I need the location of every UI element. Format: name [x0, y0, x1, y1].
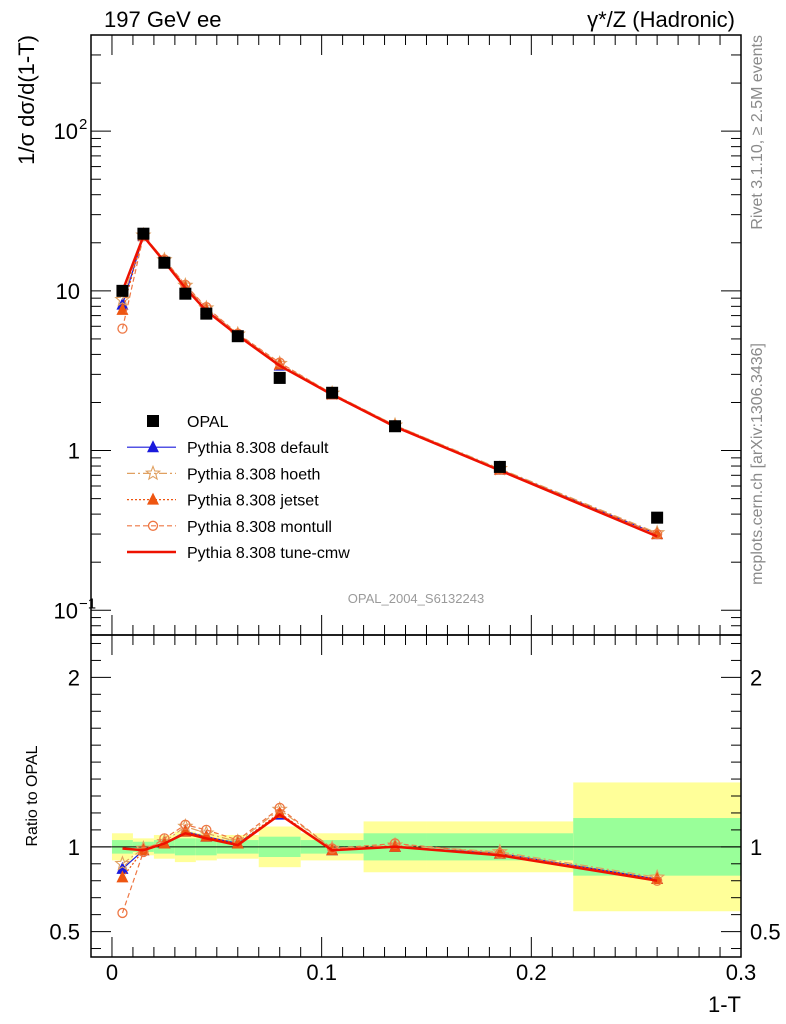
ratio-point	[201, 824, 212, 836]
legend-entry: Pythia 8.308 tune-cmw	[127, 545, 350, 562]
ratio-point	[180, 819, 191, 830]
y-tick-label: 10	[56, 279, 80, 304]
ratio-point	[116, 870, 129, 883]
x-tick-labels: 0 0.1 0.2 0.3	[106, 960, 756, 985]
data-point	[158, 256, 171, 269]
data-point	[493, 460, 506, 473]
series-pythia-8-308-tune-cmw	[121, 233, 658, 538]
ratio-point	[274, 802, 285, 814]
series-line	[121, 234, 658, 535]
legend-entry: OPAL	[147, 414, 229, 431]
legend-marker	[147, 440, 159, 453]
main-series	[114, 226, 666, 540]
ratio-point	[138, 846, 149, 858]
legend-entry: Pythia 8.308 default	[127, 440, 329, 457]
ratio-series-pythia-8-308-montull	[117, 802, 663, 919]
series-line	[121, 233, 658, 538]
legend-entry: Pythia 8.308 jetset	[127, 492, 319, 510]
y-tick-exponent: 2	[79, 116, 87, 133]
mcplots-reference-text: mcplots.cern.ch [arXiv:1306.3436]	[749, 343, 766, 585]
series-line	[121, 234, 658, 535]
ratio-y-tick-label-left: 2	[68, 665, 80, 690]
ratio-point	[114, 855, 131, 871]
data-point	[116, 284, 129, 297]
legend-marker	[144, 464, 162, 481]
header-process-label: γ*/Z (Hadronic)	[587, 7, 735, 32]
series-opal	[116, 227, 664, 524]
ratio-line	[122, 813, 658, 882]
legend-entry: Pythia 8.308 hoeth	[127, 464, 320, 483]
ratio-series	[114, 801, 666, 919]
ratio-axis-ticks	[90, 635, 742, 957]
series-line	[121, 234, 658, 535]
ratio-y-tick-label-left: 1	[68, 835, 80, 860]
ratio-y-tick-labels: 0.5 0.5 1 1 2 2	[49, 665, 780, 944]
legend-label: Pythia 8.308 default	[187, 440, 329, 457]
ratio-panel: 0.5 0.5 1 1 2 2 0 0.1 0.2 0.3 Ratio to OPAL 1-T	[24, 634, 781, 1017]
series-line	[121, 233, 658, 534]
x-tick-label: 0.1	[306, 960, 337, 985]
x-tick-label: 0	[106, 960, 118, 985]
data-point	[200, 307, 213, 320]
data-point	[116, 302, 129, 315]
header-energy-label: 197 GeV ee	[104, 7, 221, 32]
y-tick-exponent: −1	[79, 595, 96, 612]
main-axis-ticks	[90, 34, 742, 636]
data-point	[389, 420, 402, 433]
data-point	[117, 323, 128, 334]
data-point	[231, 330, 244, 343]
ratio-point	[116, 861, 129, 874]
legend: OPAL Pythia 8.308 default Pythia 8.308 hoe…	[127, 414, 350, 562]
ratio-y-tick-label-right: 0.5	[750, 920, 781, 945]
legend-label: Pythia 8.308 montull	[187, 519, 332, 536]
ratio-y-tick-label-right: 2	[750, 665, 762, 690]
legend-marker	[147, 492, 159, 505]
ratio-line	[121, 807, 658, 914]
legend-marker	[147, 415, 159, 427]
ratio-point	[494, 848, 506, 859]
legend-label: Pythia 8.308 tune-cmw	[187, 545, 350, 562]
legend-label: Pythia 8.308 jetset	[187, 493, 319, 510]
x-axis-title: 1-T	[708, 992, 741, 1017]
rivet-version-text: Rivet 3.1.10, ≥ 2.5M events	[749, 35, 766, 230]
ratio-y-tick-label-left: 0.5	[49, 920, 80, 945]
y-tick-label: 10	[54, 119, 78, 144]
data-point	[114, 291, 131, 307]
legend-marker	[147, 520, 159, 531]
ratio-series-pythia-8-308-tune-cmw	[122, 813, 658, 882]
legend-entry: Pythia 8.308 montull	[127, 519, 332, 536]
x-tick-label: 0.2	[516, 960, 547, 985]
data-point	[326, 386, 339, 399]
data-point	[273, 371, 286, 384]
data-point	[651, 511, 664, 524]
ratio-y-axis-title: Ratio to OPAL	[24, 745, 41, 846]
ratio-y-tick-label-right: 1	[750, 835, 762, 860]
ratio-point	[117, 907, 128, 919]
y-axis-title: 1/σ dσ/d(1-T)	[14, 35, 39, 165]
data-point	[137, 227, 150, 240]
legend-label: Pythia 8.308 hoeth	[187, 466, 320, 483]
y-tick-label: 10	[54, 598, 78, 623]
legend-label: OPAL	[187, 414, 229, 431]
y-tick-label: 1	[68, 439, 80, 464]
x-tick-label: 0.3	[726, 960, 757, 985]
data-point	[179, 287, 192, 300]
analysis-id: OPAL_2004_S6132243	[348, 591, 484, 606]
